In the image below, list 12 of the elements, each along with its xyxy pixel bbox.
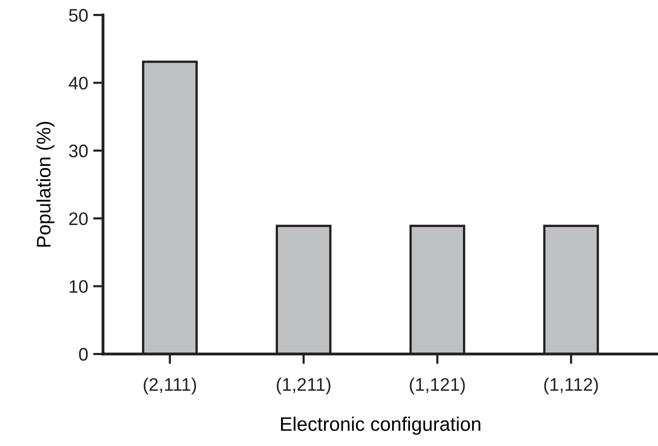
x-tick-label: (1,211): [276, 378, 330, 394]
y-tick-label: 30: [69, 144, 88, 158]
y-axis-title: Population (%): [36, 122, 54, 247]
x-tick-label: (1,112): [544, 378, 598, 394]
y-tick-label: 50: [69, 8, 88, 22]
y-tick-label: 20: [69, 212, 88, 226]
y-tick-label: 0: [79, 348, 88, 361]
x-tick-label: (2,111): [144, 378, 196, 394]
x-tick-label: (1,121): [410, 378, 465, 394]
y-tick-label: 10: [70, 280, 88, 293]
y-tick-label: 40: [68, 76, 88, 90]
x-axis-title: Electronic configuration: [281, 416, 480, 435]
